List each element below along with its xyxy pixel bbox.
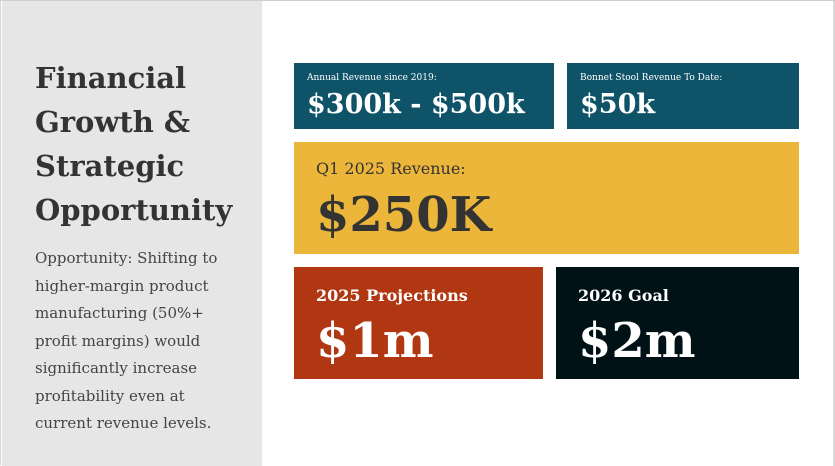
annual-revenue-label: Annual Revenue since 2019: [307, 73, 437, 83]
slide-title: Financial Growth & Strategic Opportunity [35, 61, 233, 227]
bonnet-stool-revenue-label: Bonnet Stool Revenue To Date: [580, 73, 723, 83]
q1-2025-revenue-card: Q1 2025 Revenue: $250K [294, 142, 799, 254]
bonnet-stool-revenue-value: $50k [580, 89, 656, 120]
slide-right-edge [833, 1, 835, 466]
projections-2025-card: 2025 Projections $1m [294, 267, 543, 379]
projections-2025-value: $1m [316, 313, 434, 369]
goal-2026-label: 2026 Goal [578, 286, 669, 305]
left-sidebar-panel: Financial Growth & Strategic Opportunity… [2, 1, 262, 466]
projections-2025-label: 2025 Projections [316, 286, 468, 305]
goal-2026-value: $2m [578, 313, 696, 369]
annual-revenue-card: Annual Revenue since 2019: $300k - $500k [294, 63, 554, 129]
q1-2025-revenue-value: $250K [316, 187, 492, 243]
annual-revenue-value: $300k - $500k [307, 89, 525, 120]
slide-body-text: Opportunity: Shifting to higher-margin p… [35, 249, 218, 432]
goal-2026-card: 2026 Goal $2m [556, 267, 799, 379]
bonnet-stool-revenue-card: Bonnet Stool Revenue To Date: $50k [567, 63, 799, 129]
q1-2025-revenue-label: Q1 2025 Revenue: [316, 159, 466, 178]
